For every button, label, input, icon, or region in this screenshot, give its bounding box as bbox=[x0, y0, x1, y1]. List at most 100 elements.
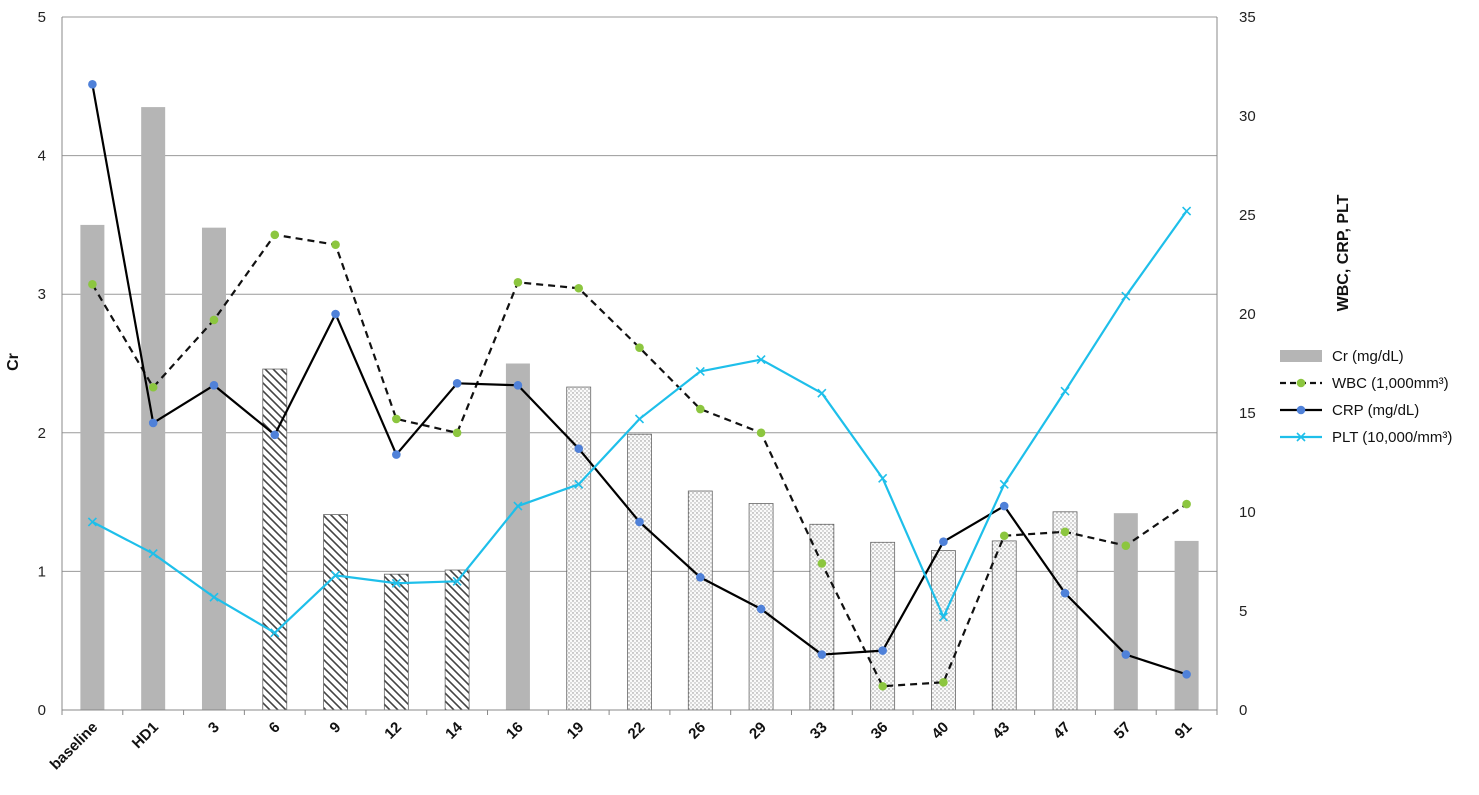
series-point bbox=[817, 650, 827, 659]
series-point bbox=[392, 414, 401, 424]
cr-bar bbox=[141, 107, 166, 711]
series-point bbox=[452, 428, 462, 438]
left-tick-label: 4 bbox=[38, 148, 46, 165]
left-tick-label: 5 bbox=[38, 9, 46, 26]
series-point bbox=[209, 380, 219, 390]
left-axis-title: Cr bbox=[5, 353, 22, 371]
series-point bbox=[695, 404, 705, 414]
left-tick-label: 2 bbox=[38, 425, 46, 442]
cr-bar bbox=[1174, 540, 1199, 710]
cr-bar bbox=[1052, 511, 1078, 711]
right-tick-label: 20 bbox=[1239, 306, 1256, 323]
line-series bbox=[87, 80, 1192, 691]
series-point bbox=[1182, 670, 1191, 679]
x-tick-label: 33 bbox=[807, 719, 831, 743]
legend-marker bbox=[1296, 405, 1306, 415]
series-point bbox=[513, 278, 523, 287]
series-point bbox=[695, 366, 705, 376]
x-tick-label: 36 bbox=[868, 719, 892, 743]
series-point bbox=[331, 309, 340, 319]
x-tick-label: 91 bbox=[1172, 719, 1196, 743]
cr-bars bbox=[80, 107, 1199, 711]
right-axis-title: WBC, CRP, PLT bbox=[1335, 194, 1352, 311]
right-tick-label: 5 bbox=[1239, 603, 1247, 620]
legend-marker bbox=[1296, 378, 1306, 388]
series-point bbox=[270, 430, 280, 440]
series-point bbox=[1121, 650, 1131, 659]
series-point bbox=[452, 576, 462, 586]
series-point bbox=[209, 315, 219, 325]
series-point bbox=[939, 677, 948, 687]
right-tick-label: 30 bbox=[1239, 108, 1256, 125]
series-point bbox=[331, 240, 340, 249]
left-tick-label: 0 bbox=[38, 702, 46, 719]
legend: Cr (mg/dL) WBC (1,000mm³) CRP (mg/dL) PLT (… bbox=[1280, 348, 1452, 446]
cr-bar bbox=[383, 573, 409, 711]
cr-bar bbox=[444, 569, 470, 711]
right-tick-label: 10 bbox=[1239, 504, 1256, 521]
right-tick-label: 15 bbox=[1239, 405, 1256, 422]
legend-label: PLT (10,000/mm³) bbox=[1332, 429, 1452, 446]
series-point bbox=[878, 473, 888, 483]
series-point bbox=[148, 549, 158, 559]
series-point bbox=[635, 343, 644, 352]
cr-bar bbox=[809, 523, 835, 711]
cr-bar bbox=[323, 514, 348, 711]
legend-label: CRP (mg/dL) bbox=[1332, 402, 1419, 419]
cr-bar bbox=[627, 433, 652, 711]
series-point bbox=[330, 570, 341, 580]
series-point bbox=[392, 450, 401, 459]
series-point bbox=[209, 592, 219, 602]
x-tick-label: 9 bbox=[326, 719, 344, 737]
x-tick-label: 29 bbox=[746, 719, 770, 743]
series-point bbox=[148, 382, 158, 392]
series-point bbox=[574, 479, 584, 489]
series-point bbox=[634, 414, 645, 424]
x-tick-label: 19 bbox=[564, 719, 588, 743]
series-point bbox=[999, 531, 1009, 541]
series-point bbox=[756, 604, 766, 614]
series-point bbox=[88, 280, 97, 289]
x-tick-label: 26 bbox=[685, 719, 709, 743]
series-point bbox=[817, 559, 827, 568]
cr-bar bbox=[262, 368, 288, 711]
series-point bbox=[148, 418, 158, 428]
series-point bbox=[270, 230, 280, 240]
series-point bbox=[939, 537, 948, 546]
x-tick-label: 57 bbox=[1111, 719, 1135, 743]
cr-bar bbox=[201, 227, 226, 710]
legend-marker bbox=[1296, 432, 1306, 442]
series-point bbox=[1060, 527, 1070, 537]
series-point bbox=[574, 444, 584, 453]
right-tick-label: 0 bbox=[1239, 702, 1247, 719]
series-point bbox=[391, 578, 401, 588]
series-point bbox=[87, 517, 97, 527]
cr-bar bbox=[80, 224, 105, 710]
series-point bbox=[878, 681, 887, 691]
series-point bbox=[1121, 541, 1131, 550]
series-point bbox=[878, 646, 887, 655]
series-point bbox=[756, 354, 766, 365]
series-point bbox=[1182, 206, 1192, 216]
x-tick-label: 43 bbox=[989, 719, 1013, 743]
x-tick-label: HD1 bbox=[129, 719, 162, 752]
series-point bbox=[270, 628, 280, 638]
x-tick-label: 3 bbox=[205, 719, 223, 737]
x-tick-label: 47 bbox=[1050, 719, 1074, 743]
series-point bbox=[635, 517, 644, 527]
x-axis-ticks: baseline HD1 3 6 9 12 14 16 19 22 26 29 33 36 40 43 47 57… bbox=[47, 718, 1196, 773]
series-point bbox=[513, 501, 523, 511]
series-point bbox=[999, 501, 1009, 511]
left-tick-label: 1 bbox=[38, 563, 46, 580]
right-tick-label: 35 bbox=[1239, 9, 1256, 26]
cr-bar bbox=[687, 490, 713, 711]
series-point bbox=[1060, 588, 1070, 598]
x-tick-label: baseline bbox=[47, 719, 101, 773]
x-tick-label: 6 bbox=[266, 719, 284, 737]
plot-frame bbox=[61, 17, 1218, 715]
series-point bbox=[938, 612, 949, 622]
series-point bbox=[513, 380, 523, 390]
x-tick-label: 40 bbox=[928, 719, 952, 743]
series-point bbox=[695, 573, 705, 582]
